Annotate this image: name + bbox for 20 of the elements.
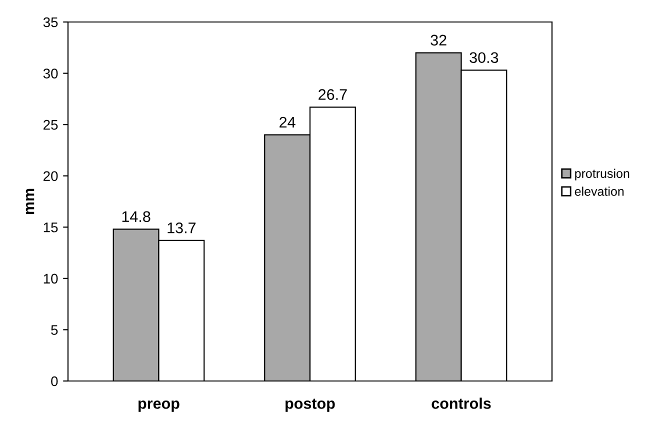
y-axis-title: mm <box>26 188 34 214</box>
x-tick-label: controls <box>432 398 491 409</box>
y-tick-label: 10 <box>44 274 58 284</box>
data-label: 24 <box>280 116 296 128</box>
y-tick-label: 15 <box>44 222 58 232</box>
y-tick-label: 35 <box>43 17 58 28</box>
data-label: 32 <box>430 34 446 46</box>
y-tick-label: 30 <box>43 68 58 78</box>
x-tick-label: postop <box>286 398 335 412</box>
y-tick-label: 20 <box>44 171 58 182</box>
y-tick-label: 25 <box>44 120 58 130</box>
y-tick-label: 0 <box>51 376 58 386</box>
y-tick-label: 5 <box>51 325 58 335</box>
x-tick-label: preop <box>138 400 180 412</box>
data-label: 13.7 <box>168 222 196 234</box>
legend-label: elevation <box>574 186 624 196</box>
legend-label: protrusion <box>575 168 630 180</box>
data-label: 14.8 <box>122 211 150 222</box>
data-label: 26.7 <box>318 89 347 100</box>
data-label: 30.3 <box>470 52 498 64</box>
